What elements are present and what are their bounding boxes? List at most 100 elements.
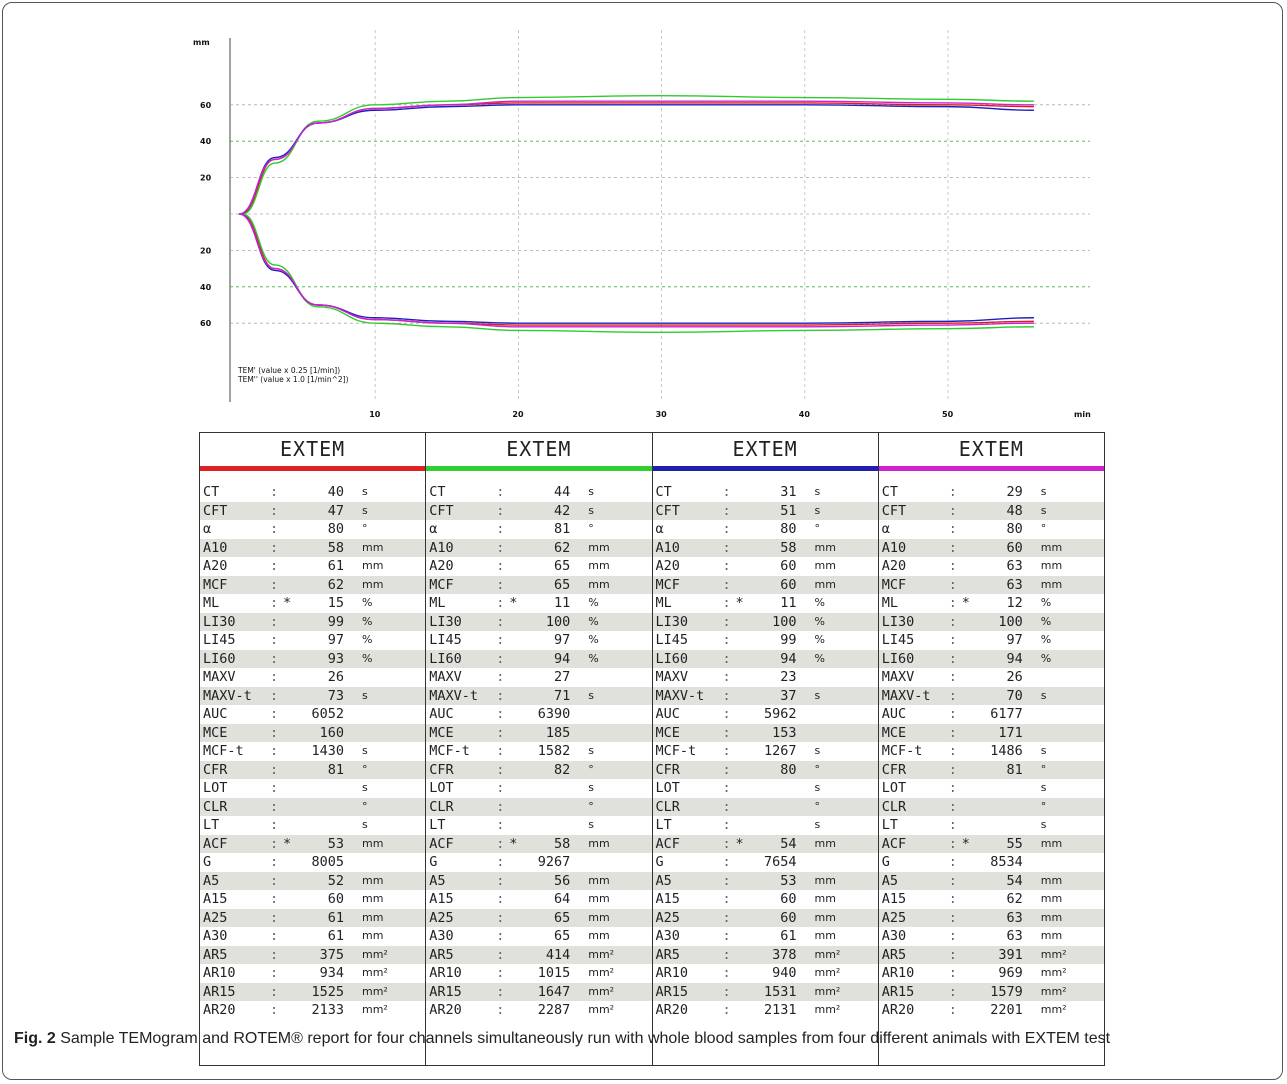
- separator: :: [948, 872, 957, 889]
- flag-marker: *: [961, 835, 970, 852]
- parameter-value: 99: [327, 613, 344, 630]
- separator: :: [722, 946, 731, 963]
- separator: :: [496, 946, 505, 963]
- separator: :: [496, 909, 505, 926]
- parameter-row: A15: 62 mm: [879, 890, 1104, 909]
- parameter-row: α: 80 °: [200, 520, 425, 539]
- parameter-value: 71: [553, 687, 571, 704]
- parameter-name: ACF: [881, 835, 907, 852]
- separator: :: [496, 576, 505, 593]
- parameter-name: AR10: [881, 965, 915, 981]
- parameter-row: CT: 29 s: [879, 483, 1104, 502]
- parameter-unit: s: [814, 818, 821, 831]
- parameter-row: AUC: 5962: [653, 705, 878, 724]
- parameter-value: 47: [327, 502, 344, 519]
- parameter-value: 62: [327, 576, 344, 593]
- x-tick-label: 50: [942, 410, 954, 419]
- parameter-value: 11: [553, 595, 571, 611]
- separator: :: [270, 798, 279, 815]
- separator: :: [948, 484, 957, 500]
- parameter-row: AUC: 6390: [426, 705, 651, 724]
- parameter-row: CT: 40 s: [200, 483, 425, 502]
- separator: :: [948, 909, 957, 926]
- parameter-name: LI30: [655, 613, 689, 630]
- parameter-name: LI45: [655, 632, 689, 648]
- parameter-value: 2287: [537, 1002, 571, 1018]
- parameter-name: LI45: [881, 632, 915, 648]
- parameter-value: 100: [772, 613, 797, 630]
- parameter-value: 185: [545, 724, 571, 741]
- parameter-name: AR5: [655, 946, 680, 963]
- parameter-name: MAXV: [429, 669, 462, 685]
- parameter-name: A30: [429, 928, 454, 944]
- parameter-value: 80: [780, 761, 797, 778]
- channel-column-3: EXTEM CT:31 s CFT:51 s α:80 ° A10:58 mm A20:60 mm M…: [652, 433, 879, 1065]
- parameter-name: AR5: [203, 946, 228, 963]
- parameter-name: MCE: [203, 724, 228, 741]
- parameter-value: 2201: [990, 1002, 1023, 1018]
- parameter-unit: s: [814, 503, 821, 517]
- separator: :: [722, 484, 731, 500]
- separator: :: [722, 669, 731, 685]
- parameter-name: LI60: [203, 650, 236, 667]
- parameter-row: LOT: s: [879, 779, 1104, 798]
- parameter-name: MAXV: [203, 669, 236, 685]
- parameter-row: AUC: 6052: [200, 705, 425, 724]
- parameter-name: A5: [429, 872, 446, 889]
- parameter-name: MCF-t: [655, 743, 697, 759]
- parameter-row: MAXV: 23: [653, 668, 878, 687]
- parameter-value: 100: [998, 613, 1023, 630]
- separator: :: [948, 724, 957, 741]
- parameter-name: A20: [429, 558, 454, 574]
- parameter-unit: mm: [362, 910, 384, 924]
- parameter-value: 63: [1006, 576, 1023, 593]
- separator: :: [496, 650, 505, 667]
- parameter-unit: mm: [814, 910, 836, 924]
- parameter-name: CFT: [881, 502, 907, 519]
- y-tick-label: 60: [200, 101, 212, 110]
- parameter-value: 1531: [763, 983, 797, 1000]
- parameter-value: 55: [1006, 835, 1023, 852]
- parameter-name: ACF: [203, 835, 228, 852]
- parameter-value: 53: [780, 872, 797, 889]
- parameter-unit: mm: [1040, 892, 1063, 905]
- parameter-row: CT: 31 s: [653, 483, 878, 502]
- parameter-name: ML: [881, 595, 899, 611]
- parameter-unit: °: [814, 799, 821, 813]
- parameter-value: 1430: [311, 743, 344, 759]
- parameter-row: LI30: 100%: [426, 612, 652, 631]
- parameter-row: α: 80 °: [879, 520, 1104, 539]
- separator: :: [270, 835, 279, 852]
- parameter-value: 63: [1006, 558, 1023, 574]
- parameter-value: 97: [327, 632, 344, 648]
- separator: :: [948, 502, 957, 519]
- parameter-row: LT: s: [426, 816, 651, 835]
- parameter-row: MCF-t: 1430 s: [200, 742, 425, 761]
- separator: :: [270, 817, 279, 833]
- parameter-unit: mm: [362, 873, 384, 887]
- parameter-name: MCE: [881, 724, 907, 741]
- parameter-name: LI30: [429, 613, 462, 630]
- parameter-value: 70: [1006, 687, 1023, 704]
- parameter-unit: °: [588, 762, 594, 776]
- parameter-value: 6052: [311, 706, 344, 722]
- channel-title: EXTEM: [958, 437, 1024, 461]
- parameter-row: MCF: 62 mm: [200, 575, 426, 594]
- parameter-unit: mm²: [362, 947, 388, 961]
- parameter-unit: mm: [814, 577, 836, 591]
- parameter-name: MCF: [203, 576, 228, 593]
- parameter-name: CLR: [655, 798, 680, 815]
- parameter-unit: mm: [588, 910, 610, 924]
- parameter-name: AR15: [655, 983, 689, 1000]
- separator: :: [270, 669, 279, 685]
- parameter-unit: mm²: [362, 1003, 388, 1016]
- channel-title: EXTEM: [280, 437, 346, 461]
- parameter-row: G: 7654: [653, 853, 878, 872]
- parameter-unit: mm: [814, 540, 836, 554]
- parameter-unit: °: [814, 522, 821, 535]
- parameter-value: 58: [780, 539, 797, 556]
- parameter-unit: mm: [814, 873, 836, 887]
- parameter-unit: s: [362, 503, 368, 517]
- parameter-name: A15: [881, 891, 907, 907]
